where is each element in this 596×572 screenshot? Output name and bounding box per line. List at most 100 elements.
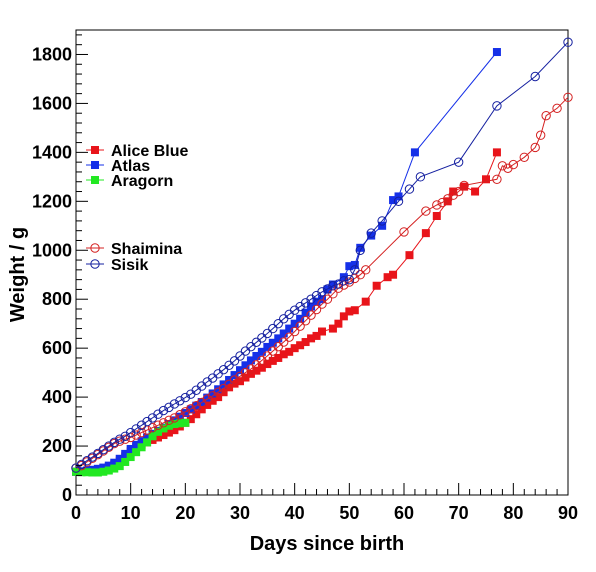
shaimina-point	[311, 304, 322, 315]
alice-blue-point	[482, 175, 490, 184]
shaimina-point	[279, 337, 289, 347]
alice-blue-point	[225, 383, 234, 392]
atlas-point	[268, 338, 277, 347]
alice-blue-point	[214, 393, 223, 402]
alice-blue-point	[241, 373, 250, 382]
alice-blue-point	[334, 319, 343, 328]
atlas-point	[367, 231, 376, 240]
alice-blue-point	[345, 307, 354, 316]
sisik-point	[109, 437, 119, 448]
x-tick-label: 80	[503, 503, 523, 523]
shaimina-point	[317, 299, 327, 309]
alice-blue-point	[296, 341, 305, 350]
legend-entry-shaimina: Shaimina	[86, 241, 182, 258]
y-tick-label: 1600	[32, 93, 72, 113]
shaimina-point	[273, 341, 283, 352]
x-tick-label: 90	[558, 503, 578, 523]
atlas-point	[279, 329, 288, 338]
atlas-point	[230, 371, 239, 380]
x-tick-label: 50	[339, 503, 359, 523]
sisik-point	[180, 392, 191, 403]
aragorn-point	[88, 468, 97, 477]
alice-blue-point	[252, 366, 261, 375]
atlas-point	[285, 324, 294, 333]
alice-blue-point	[257, 363, 266, 372]
alice-blue-point	[361, 297, 370, 306]
alice-blue-point	[372, 281, 381, 290]
atlas-point	[115, 454, 124, 463]
shaimina-point	[131, 430, 141, 440]
aragorn-point	[170, 420, 179, 429]
atlas-point	[252, 351, 261, 360]
atlas-point	[137, 437, 146, 446]
shaimina-point	[164, 415, 174, 426]
legend-entry-atlas: Atlas	[86, 158, 150, 175]
alice-blue-point	[230, 379, 239, 388]
alice-blue-point	[186, 415, 195, 424]
atlas-point	[345, 262, 354, 271]
aragorn-point	[72, 467, 80, 476]
alice-blue-point	[268, 356, 277, 365]
legend-label: Shaimina	[111, 241, 182, 258]
legend-entry-alice-blue: Alice Blue	[86, 143, 188, 160]
alice-blue-point	[285, 347, 294, 356]
alice-blue-point	[492, 148, 501, 157]
alice-blue-point	[219, 388, 228, 397]
shaimina-point	[306, 310, 316, 320]
atlas-point	[257, 347, 266, 356]
aragorn-point	[154, 427, 162, 436]
shaimina-point	[421, 206, 431, 216]
y-tick-label: 200	[42, 436, 72, 456]
aragorn-point	[77, 468, 86, 477]
alice-blue-point	[389, 270, 398, 279]
shaimina-point	[530, 142, 540, 153]
alice-blue-point	[318, 327, 326, 336]
sisik-point	[158, 405, 169, 416]
sisik-point	[273, 318, 283, 329]
legend-label: Sisik	[111, 257, 148, 274]
x-tick-label: 30	[230, 503, 250, 523]
atlas-point	[181, 409, 190, 418]
shaimina-line	[75, 96, 569, 469]
alice-blue-point	[274, 353, 283, 362]
shaimina-point	[153, 420, 163, 430]
atlas-point	[236, 366, 244, 375]
atlas-point	[312, 297, 321, 306]
atlas-point	[274, 334, 283, 343]
atlas-point	[175, 412, 184, 421]
alice-blue-series	[72, 148, 501, 476]
shaimina-point	[459, 180, 469, 191]
alice-blue-point	[471, 187, 480, 196]
atlas-point	[307, 302, 316, 311]
atlas-point	[126, 444, 135, 453]
aragorn-series	[72, 418, 190, 477]
alice-blue-point	[236, 377, 244, 386]
shaimina-point	[175, 410, 185, 420]
alice-blue-point	[312, 331, 321, 340]
sisik-point	[164, 402, 174, 413]
sisik-point	[393, 196, 404, 207]
aragorn-point	[115, 462, 124, 471]
y-tick-label: 1000	[32, 240, 72, 260]
x-axis-title: Days since birth	[250, 533, 405, 555]
atlas-point	[241, 361, 250, 370]
alice-blue-point	[154, 433, 162, 442]
alice-blue-point	[246, 369, 255, 378]
x-tick-label: 40	[285, 503, 305, 523]
sisik-point	[355, 245, 365, 255]
x-tick-label: 20	[175, 503, 195, 523]
plot-frame	[75, 29, 569, 496]
sisik-point	[350, 265, 360, 275]
x-tick-label: 70	[449, 503, 469, 523]
aragorn-point	[126, 453, 135, 462]
shaimina-point	[552, 103, 562, 114]
shaimina-point	[147, 422, 158, 433]
y-axis-title: Weight / g	[7, 227, 29, 322]
aragorn-point	[175, 419, 184, 428]
atlas-point	[132, 440, 141, 449]
alice-blue-point	[301, 338, 310, 347]
aragorn-point	[82, 468, 91, 477]
atlas-point	[214, 385, 223, 394]
sisik-point	[404, 184, 415, 194]
y-tick-label: 1400	[32, 142, 72, 162]
